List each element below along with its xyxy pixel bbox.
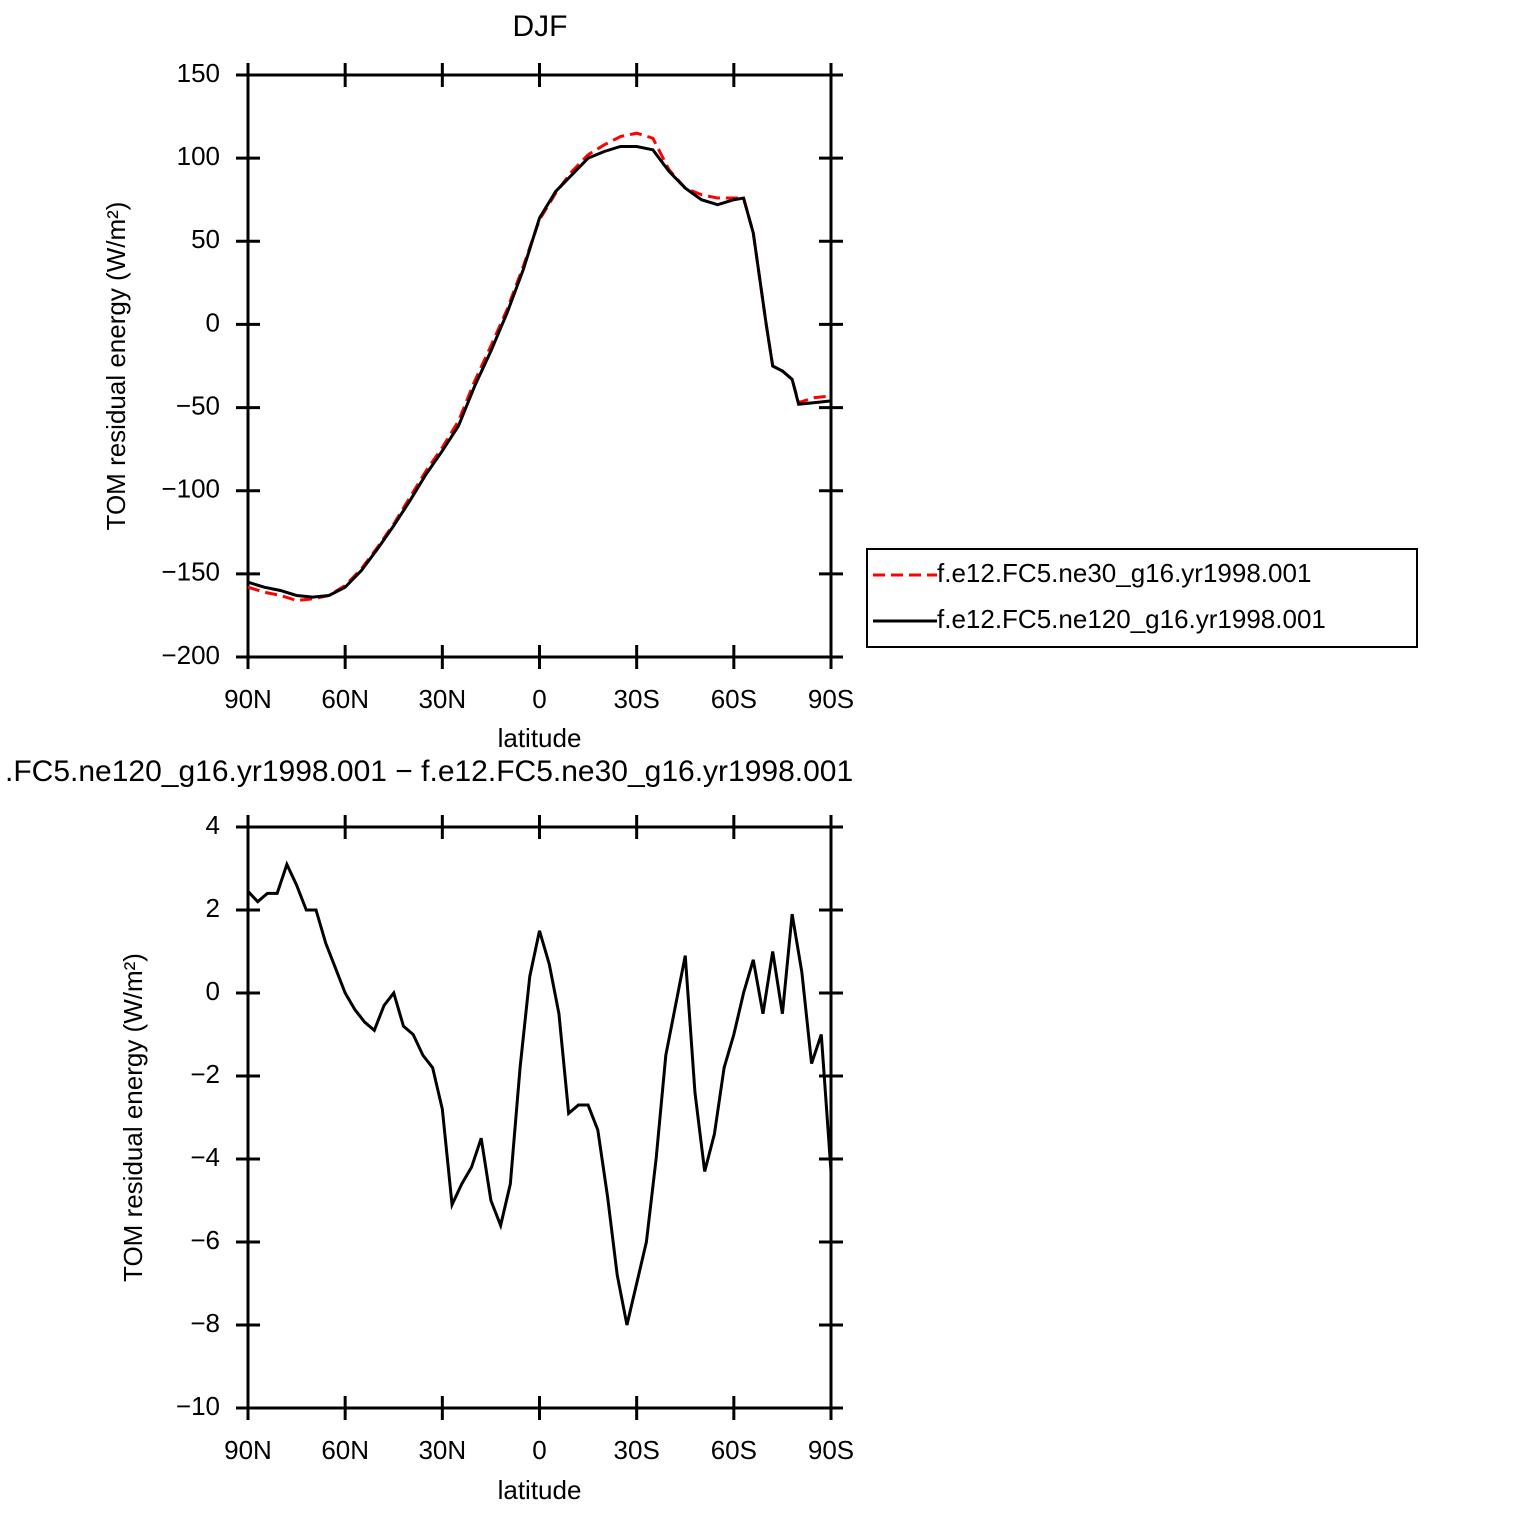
legend-box — [866, 548, 1418, 648]
x-tick-label: 90S — [808, 1435, 854, 1465]
x-tick-label: 90S — [808, 684, 854, 714]
y-tick-label: 2 — [206, 893, 220, 923]
legend-label: f.e12.FC5.ne30_g16.yr1998.001 — [937, 558, 1311, 588]
y-tick-label: −8 — [190, 1308, 220, 1338]
y-tick-label: −6 — [190, 1225, 220, 1255]
x-tick-label: 0 — [532, 1435, 546, 1465]
data-line — [247, 145, 832, 599]
y-tick-label: −200 — [161, 640, 220, 670]
x-tick-label: 30S — [614, 684, 660, 714]
x-tick-label: 60S — [711, 1435, 757, 1465]
plot-frame — [246, 825, 833, 1410]
x-tick-label: 0 — [532, 684, 546, 714]
y-tick-label: 0 — [206, 307, 220, 337]
x-tick-label: 30S — [614, 1435, 660, 1465]
y-tick-label: 150 — [177, 58, 220, 88]
x-tick-label: 30N — [418, 684, 466, 714]
y-axis-label: TOM residual energy (W/m²) — [118, 953, 148, 1282]
y-tick-label: −4 — [190, 1142, 220, 1172]
x-axis-label: latitude — [498, 723, 582, 753]
chart-title: DJF — [513, 10, 568, 43]
x-tick-label: 60N — [321, 684, 369, 714]
y-tick-label: 4 — [206, 810, 220, 840]
legend-label: f.e12.FC5.ne120_g16.yr1998.001 — [937, 604, 1326, 634]
x-tick-label: 90N — [224, 1435, 272, 1465]
data-line — [246, 860, 833, 1326]
chart-title: .FC5.ne120_g16.yr1998.001 − f.e12.FC5.ne… — [5, 755, 853, 788]
plot-frame — [246, 73, 833, 659]
x-tick-label: 90N — [224, 684, 272, 714]
x-tick-label: 60S — [711, 684, 757, 714]
y-tick-label: −100 — [161, 474, 220, 504]
y-axis-label: TOM residual energy (W/m²) — [101, 202, 131, 531]
x-axis-label: latitude — [498, 1475, 582, 1505]
y-tick-label: −10 — [176, 1391, 220, 1421]
x-tick-label: 60N — [321, 1435, 369, 1465]
y-tick-label: −50 — [176, 390, 220, 420]
y-tick-label: 0 — [206, 976, 220, 1006]
y-tick-label: 100 — [177, 141, 220, 171]
y-tick-label: −150 — [161, 557, 220, 587]
y-tick-label: −2 — [190, 1059, 220, 1089]
y-tick-label: 50 — [191, 224, 220, 254]
x-tick-label: 30N — [418, 1435, 466, 1465]
